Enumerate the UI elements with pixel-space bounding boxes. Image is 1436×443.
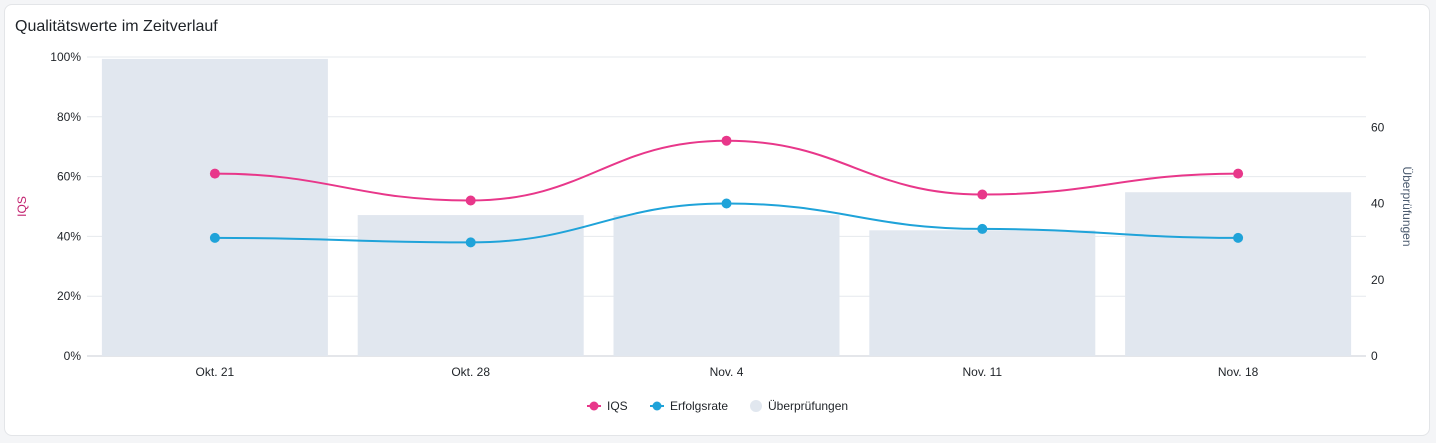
bar-reviews	[101, 58, 328, 357]
point-success-rate	[721, 198, 732, 209]
y-left-tick-label: 40%	[57, 229, 81, 243]
chart-title: Qualitätswerte im Zeitverlauf	[15, 18, 218, 35]
y-left-tick-label: 100%	[50, 50, 81, 64]
bar-reviews	[613, 215, 840, 356]
y-left-tick-label: 20%	[57, 289, 81, 303]
y-left-tick-label: 60%	[57, 170, 81, 184]
point-iqs	[209, 168, 220, 179]
x-tick-label: Okt. 28	[451, 365, 490, 379]
y-left-axis-title: IQS	[15, 196, 29, 217]
line-iqs	[214, 139, 1239, 202]
y-left-tick-label: 0%	[64, 349, 82, 363]
y-right-tick-label: 60	[1371, 120, 1385, 134]
point-iqs	[465, 195, 476, 206]
y-left-tick-label: 80%	[57, 110, 81, 124]
point-success-rate	[977, 223, 988, 234]
point-success-rate	[1233, 232, 1244, 243]
legend-marker-success-rate	[652, 401, 662, 411]
legend-label-success-rate: Erfolgsrate	[670, 399, 728, 413]
y-right-tick-label: 20	[1371, 273, 1385, 287]
point-success-rate	[465, 237, 476, 248]
y-right-axis-title: Überprüfungen	[1400, 166, 1414, 246]
y-right-tick-label: 40	[1371, 197, 1385, 211]
x-tick-label: Nov. 11	[963, 365, 1003, 379]
x-tick-label: Nov. 18	[1218, 365, 1259, 379]
bar-reviews	[869, 230, 1096, 356]
bar-reviews	[357, 215, 584, 356]
legend-label-reviews: Überprüfungen	[768, 399, 848, 413]
bar-reviews	[1125, 192, 1352, 356]
x-tick-label: Nov. 4	[710, 365, 744, 379]
point-iqs	[977, 189, 988, 200]
point-iqs	[1233, 168, 1244, 179]
point-success-rate	[209, 232, 220, 243]
x-tick-label: Okt. 21	[196, 365, 235, 379]
legend-swatch-reviews	[750, 400, 762, 412]
point-iqs	[721, 135, 732, 146]
legend-label-iqs: IQS	[607, 399, 628, 413]
y-right-tick-label: 0	[1371, 349, 1378, 363]
legend-marker-iqs	[589, 401, 599, 411]
